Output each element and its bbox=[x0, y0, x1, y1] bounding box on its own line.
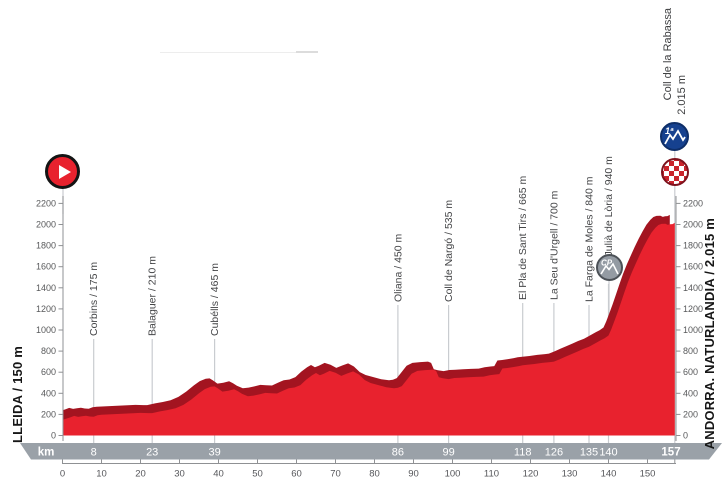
km-ruler-tick-label: 130 bbox=[562, 469, 578, 480]
right-axis-tick-label: 0 bbox=[683, 431, 688, 441]
left-axis-tick-label: 400 bbox=[41, 388, 56, 398]
km-band bbox=[20, 443, 722, 460]
waypoint-label: Sant Julià de Lòria / 940 m bbox=[603, 156, 615, 281]
mountain-icon: CP bbox=[600, 259, 619, 275]
km-ruler-tick-label: 100 bbox=[445, 469, 461, 480]
waypoint-label: Balaguer / 210 m bbox=[147, 256, 159, 336]
km-band-mark: 8 bbox=[91, 447, 97, 459]
waypoint-label: Cubélls / 465 m bbox=[209, 263, 221, 336]
waypoint-label: El Pla de Sant Tirs / 665 m bbox=[517, 175, 529, 300]
right-axis-tick-label: 2200 bbox=[683, 198, 703, 208]
km-ruler-tick-label: 140 bbox=[601, 469, 617, 480]
right-axis-tick-label: 1200 bbox=[683, 304, 703, 314]
start-city-label: LLEIDA / 150 m bbox=[10, 346, 25, 443]
right-axis-tick-label: 1800 bbox=[683, 241, 703, 251]
waypoint-label: Coll de Nargó / 535 m bbox=[443, 200, 455, 302]
cp-label: CP bbox=[601, 259, 613, 268]
left-axis-tick-label: 0 bbox=[51, 431, 56, 441]
category-1-climb-icon: 1ª bbox=[660, 122, 689, 151]
km-ruler-tick-label: 40 bbox=[213, 469, 224, 480]
waypoint-label: Corbins / 175 m bbox=[88, 262, 100, 336]
right-axis-tick-label: 600 bbox=[683, 367, 698, 377]
right-axis-tick-label: 200 bbox=[683, 409, 698, 419]
km-band-mark: 126 bbox=[545, 447, 563, 459]
km-ruler-tick-label: 0 bbox=[60, 469, 65, 480]
km-ruler-tick-label: 90 bbox=[408, 469, 419, 480]
mountain-icon: 1ª bbox=[664, 126, 686, 145]
km-band-mark: 86 bbox=[392, 447, 404, 459]
km-band-mark: 118 bbox=[514, 447, 532, 459]
category-1-label: 1ª bbox=[665, 126, 674, 136]
km-ruler-tick-label: 30 bbox=[174, 469, 185, 480]
left-axis-tick-label: 200 bbox=[41, 409, 56, 419]
km-band-mark: 135 bbox=[580, 447, 598, 459]
km-band-mark: 39 bbox=[208, 447, 220, 459]
play-icon bbox=[58, 164, 71, 179]
waypoint-label: Oliana / 450 m bbox=[392, 233, 404, 302]
right-axis-tick-label: 1000 bbox=[683, 325, 703, 335]
finish-checkered-icon bbox=[661, 158, 689, 186]
right-axis-tick-label: 1600 bbox=[683, 262, 703, 272]
cp-climb-icon: CP bbox=[596, 254, 623, 281]
elevation-area bbox=[62, 214, 675, 436]
km-band-unit-label: km bbox=[38, 447, 55, 459]
km-ruler-tick-label: 80 bbox=[369, 469, 380, 480]
right-axis-tick-label: 2000 bbox=[683, 220, 703, 230]
km-ruler-tick-label: 110 bbox=[484, 469, 499, 480]
km-ruler-tick-label: 150 bbox=[640, 469, 656, 480]
km-ruler-tick-label: 60 bbox=[291, 469, 302, 480]
stage-start-icon bbox=[45, 154, 80, 189]
km-band-mark: 140 bbox=[599, 447, 617, 459]
km-ruler-tick-label: 70 bbox=[330, 469, 341, 480]
left-axis-tick-label: 2000 bbox=[36, 220, 56, 230]
left-axis-tick-label: 800 bbox=[41, 346, 56, 356]
summit-name-label: Coll de la Rabassa bbox=[662, 7, 674, 100]
km-ruler-tick-label: 120 bbox=[523, 469, 539, 480]
left-axis-tick-label: 1400 bbox=[36, 283, 56, 293]
left-axis-tick-label: 1200 bbox=[36, 304, 56, 314]
km-band-mark: 99 bbox=[442, 447, 454, 459]
left-axis-tick-label: 1800 bbox=[36, 241, 56, 251]
left-axis-tick-label: 600 bbox=[41, 367, 56, 377]
faint-divider-line bbox=[160, 52, 318, 53]
waypoint-label: La Seu d'Urgell / 700 m bbox=[548, 190, 560, 300]
left-axis-tick-label: 1000 bbox=[36, 325, 56, 335]
km-ruler-tick-label: 50 bbox=[252, 469, 263, 480]
elevation-area-fill bbox=[62, 222, 675, 436]
left-axis-tick-label: 2200 bbox=[36, 198, 56, 208]
km-band-final-mark: 157 bbox=[661, 447, 680, 459]
km-ruler-tick-label: 10 bbox=[96, 469, 107, 480]
right-axis-tick-label: 1400 bbox=[683, 283, 703, 293]
right-axis-tick-label: 400 bbox=[683, 388, 698, 398]
left-axis-tick-label: 1600 bbox=[36, 262, 56, 272]
km-band-mark: 23 bbox=[146, 447, 158, 459]
summit-elevation-label: 2.015 m bbox=[676, 75, 688, 115]
faint-divider-segment bbox=[296, 51, 318, 53]
right-axis-tick-label: 800 bbox=[683, 346, 698, 356]
km-ruler-tick-label: 20 bbox=[135, 469, 146, 480]
waypoint-label: La Farga de Moles / 840 m bbox=[584, 176, 596, 302]
finish-city-label: ANDORRA. NATURLANDIA / 2.015 m bbox=[702, 217, 717, 449]
